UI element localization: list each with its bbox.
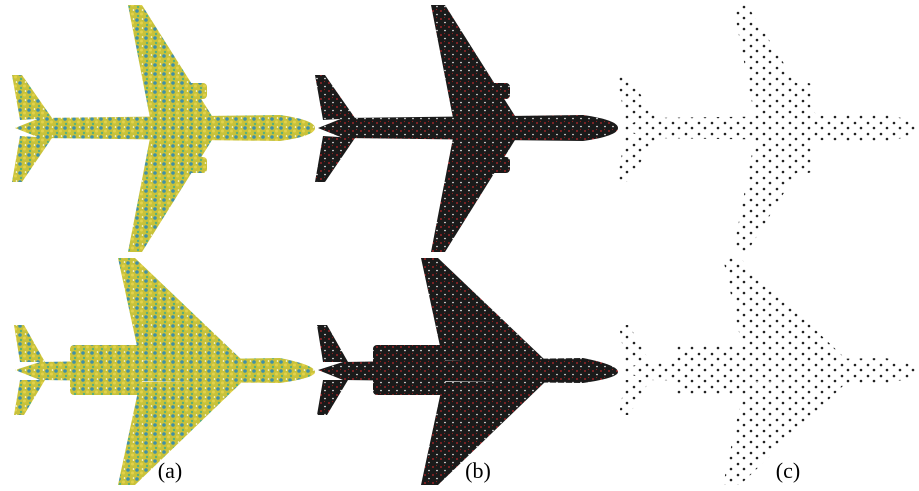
panel-label: (b) [465,458,491,483]
panel-b [315,5,618,485]
panel-label: (a) [158,458,182,483]
figure: (a) (b) (c) [0,0,919,491]
panel-a [12,5,315,485]
panel-label: (c) [776,458,800,483]
panel-c [617,5,919,485]
